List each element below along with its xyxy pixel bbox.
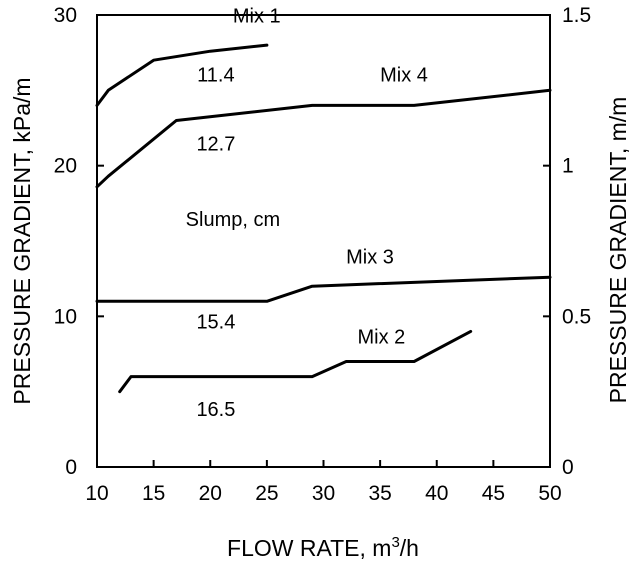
y-axis-title-right: PRESSURE GRADIENT, m/m xyxy=(605,97,631,404)
series-line-mix-2 xyxy=(118,329,473,394)
series-label-mix-4: Mix 4 xyxy=(380,64,428,86)
x-tick-label: 10 xyxy=(85,482,108,505)
y-tick-label-left: 10 xyxy=(54,305,77,328)
x-tick-label: 35 xyxy=(368,482,391,505)
annotation-11-4: 11.4 xyxy=(197,64,234,86)
series-label-mix-1: Mix 1 xyxy=(233,6,281,28)
y-tick-label-left: 0 xyxy=(65,456,77,479)
x-axis-title-tail: /h xyxy=(400,535,419,561)
y-tick-label-left: 30 xyxy=(54,4,77,27)
y-axis-title-left: PRESSURE GRADIENT, kPa/m xyxy=(9,77,35,404)
x-axis-title-superscript: 3 xyxy=(391,534,399,551)
series-line-mix-3 xyxy=(95,275,552,303)
series-label-mix-2: Mix 2 xyxy=(357,326,405,348)
annotation-16-5: 16.5 xyxy=(196,399,235,421)
annotation-12-7: 12.7 xyxy=(196,134,235,156)
y-tick-label-right: 0.5 xyxy=(562,305,591,328)
x-axis-title-main: FLOW RATE, m xyxy=(227,535,391,561)
y-tick-label-left: 20 xyxy=(54,155,77,178)
annotation-15-4: 15.4 xyxy=(196,311,235,333)
series-line-mix-4 xyxy=(95,88,552,189)
plot-frame xyxy=(96,14,551,468)
x-tick-label: 45 xyxy=(482,482,505,505)
y-tick-label-right: 1.5 xyxy=(562,4,591,27)
series-line-mix-1 xyxy=(95,43,269,107)
x-tick-label: 50 xyxy=(538,482,561,505)
annotation-group: Slump, cm 11.4 12.7 15.4 16.5 xyxy=(186,64,280,420)
x-tick-label: 30 xyxy=(312,482,335,505)
x-tick-label: 15 xyxy=(142,482,165,505)
x-tick-label: 20 xyxy=(199,482,222,505)
series-label-mix-3: Mix 3 xyxy=(346,247,394,269)
y-tick-label-right: 1 xyxy=(562,155,574,178)
x-axis-title: FLOW RATE, m3/h xyxy=(227,534,419,561)
annotation-slump-cm: Slump, cm xyxy=(186,209,280,231)
x-tick-label: 25 xyxy=(255,482,278,505)
y-tick-label-right: 0 xyxy=(562,456,574,479)
x-tick-label: 40 xyxy=(425,482,448,505)
series-group: Mix 1 Mix 4 Mix 3 Mix 2 xyxy=(95,6,552,394)
